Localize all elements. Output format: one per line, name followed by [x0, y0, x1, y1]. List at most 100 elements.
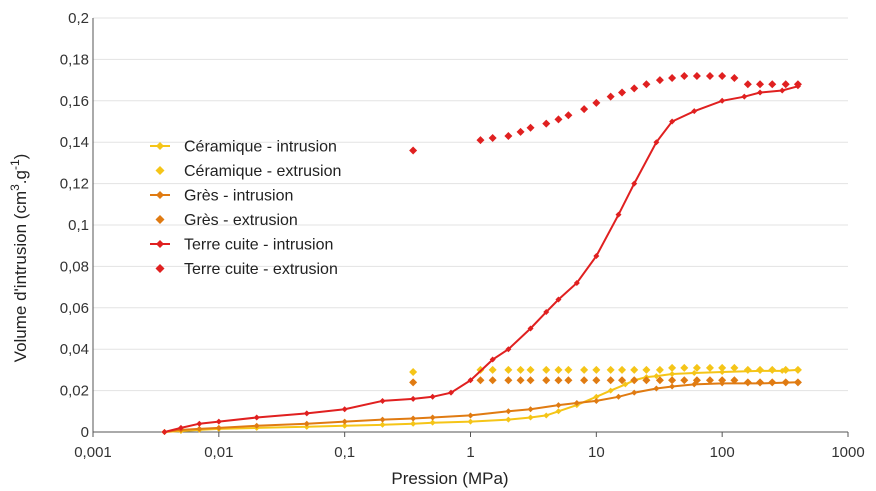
- legend-item: Terre cuite - intrusion: [150, 237, 333, 254]
- data-point: [215, 424, 222, 431]
- data-point: [653, 373, 660, 380]
- legend-marker: [156, 240, 164, 248]
- data-point: [719, 97, 726, 104]
- legend-marker: [155, 264, 165, 273]
- data-point: [542, 119, 551, 128]
- data-point: [719, 368, 726, 375]
- x-tick-label: 100: [710, 444, 735, 461]
- data-point: [505, 346, 512, 353]
- data-point: [564, 376, 573, 385]
- y-tick-labels: 0 0,02 0,04 0,06 0,08 0,1 0,12 0,14 0,16 0,18 0,2: [60, 10, 89, 441]
- data-point: [607, 387, 614, 394]
- data-point: [592, 365, 601, 374]
- data-point: [741, 93, 748, 100]
- data-point: [642, 365, 651, 374]
- data-point: [516, 376, 525, 385]
- data-point: [768, 378, 777, 387]
- data-point: [253, 414, 260, 421]
- data-point: [669, 383, 676, 390]
- y-axis-title-main: Volume d'intrusion (cm: [11, 191, 30, 362]
- data-point: [429, 393, 436, 400]
- data-point: [793, 365, 802, 374]
- data-point: [618, 376, 627, 385]
- data-point: [692, 363, 701, 372]
- data-point: [554, 365, 563, 374]
- data-point: [593, 393, 600, 400]
- data-point: [606, 376, 615, 385]
- data-point: [615, 211, 622, 218]
- data-point: [526, 365, 535, 374]
- data-point: [526, 376, 535, 385]
- data-point: [743, 365, 752, 374]
- data-point: [253, 422, 260, 429]
- data-point: [730, 74, 739, 83]
- data-point: [555, 402, 562, 409]
- data-point: [580, 365, 589, 374]
- data-point: [756, 365, 765, 374]
- data-point: [573, 400, 580, 407]
- y-tick-label: 0,16: [60, 93, 89, 110]
- data-point: [341, 406, 348, 413]
- data-point: [781, 378, 790, 387]
- y-tick-label: 0,2: [68, 10, 89, 27]
- data-point: [580, 376, 589, 385]
- y-tick-label: 0,12: [60, 176, 89, 193]
- x-tick-label: 0,01: [204, 444, 233, 461]
- data-point: [630, 365, 639, 374]
- data-point: [554, 376, 563, 385]
- data-point: [542, 365, 551, 374]
- data-point: [527, 414, 534, 421]
- data-point: [409, 146, 418, 155]
- series-5: [409, 71, 802, 155]
- data-point: [642, 376, 651, 385]
- legend-label: Céramique - intrusion: [184, 139, 337, 156]
- data-point: [655, 76, 664, 85]
- data-point: [409, 367, 418, 376]
- legend-item: Céramique - extrusion: [155, 163, 341, 180]
- grid-lines: [93, 17, 848, 433]
- data-point: [768, 365, 777, 374]
- data-point: [543, 308, 550, 315]
- data-point: [409, 378, 418, 387]
- x-axis-title: Pression (MPa): [391, 469, 508, 488]
- data-point: [743, 80, 752, 89]
- legend-label: Terre cuite - extrusion: [184, 261, 338, 278]
- data-point: [303, 410, 310, 417]
- data-point: [781, 80, 790, 89]
- data-point: [631, 389, 638, 396]
- data-point: [505, 416, 512, 423]
- data-point: [488, 376, 497, 385]
- data-point: [161, 429, 168, 435]
- data-point: [410, 395, 417, 402]
- data-point: [781, 365, 790, 374]
- data-point: [680, 376, 689, 385]
- data-point: [555, 296, 562, 303]
- data-point: [564, 111, 573, 120]
- data-point: [615, 393, 622, 400]
- data-point: [467, 418, 474, 425]
- y-tick-label: 0,08: [60, 258, 89, 275]
- data-point: [705, 363, 714, 372]
- data-point: [642, 80, 651, 89]
- data-point: [564, 365, 573, 374]
- data-point: [542, 376, 551, 385]
- data-point: [379, 416, 386, 423]
- y-tick-label: 0,06: [60, 300, 89, 317]
- data-point: [793, 80, 802, 89]
- y-axis-title-sup2: -1: [8, 159, 22, 170]
- legend-item: Grès - intrusion: [150, 188, 293, 205]
- data-point: [196, 420, 203, 427]
- data-point: [743, 378, 752, 387]
- y-axis-title-sup1: 3: [8, 184, 22, 191]
- data-point: [668, 363, 677, 372]
- data-point: [655, 365, 664, 374]
- legend-item: Grès - extrusion: [155, 212, 298, 229]
- data-point: [504, 365, 513, 374]
- axes: [92, 18, 849, 437]
- data-point: [527, 325, 534, 332]
- data-point: [718, 376, 727, 385]
- data-point: [527, 406, 534, 413]
- y-axis-title-end: ): [11, 154, 30, 160]
- data-point: [196, 425, 203, 432]
